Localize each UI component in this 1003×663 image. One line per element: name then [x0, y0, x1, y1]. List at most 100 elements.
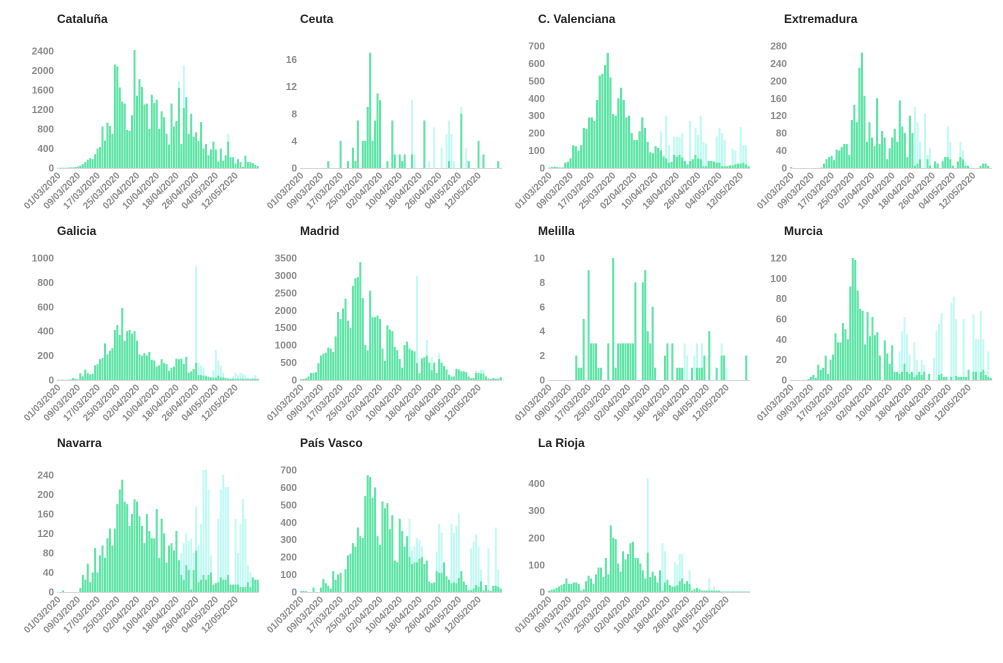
chart-panel: Murcia 0 20 40 60 80 100 120 01/03/2020 09/03/202… — [755, 212, 1003, 424]
bar-primary — [312, 373, 315, 380]
bar-primary — [411, 564, 414, 592]
bar-secondary — [413, 154, 416, 168]
bar-primary — [558, 586, 561, 592]
bar-primary — [89, 158, 92, 168]
bar-primary — [371, 140, 374, 168]
bar-primary — [317, 363, 320, 380]
bar-primary — [155, 99, 158, 168]
bar-primary — [111, 133, 114, 168]
bar-primary — [635, 140, 639, 168]
bar-primary — [108, 126, 111, 168]
bar-primary — [246, 582, 249, 592]
bar-primary — [611, 113, 615, 168]
bar-primary — [324, 352, 327, 380]
bar-primary — [564, 162, 567, 168]
chart-panel: Cataluña 0 400 800 1200 1600 2000 2400 01/03/202… — [22, 0, 277, 212]
bar-primary — [654, 575, 657, 592]
bar-primary — [730, 591, 733, 592]
bar-primary — [619, 87, 623, 168]
bar-primary — [561, 167, 564, 168]
bar-primary — [700, 367, 703, 380]
bar-primary — [646, 552, 649, 592]
bar-primary — [592, 583, 595, 592]
bar-primary — [195, 132, 198, 168]
bar-secondary — [977, 339, 980, 380]
bar-primary — [234, 163, 237, 168]
bar-primary — [140, 526, 143, 592]
bar-primary — [482, 373, 485, 380]
bar-primary — [694, 154, 697, 168]
bar-secondary — [445, 134, 448, 168]
bar-primary — [383, 360, 386, 380]
bar-secondary — [715, 136, 718, 168]
bar-primary — [601, 73, 604, 168]
bar-primary — [214, 583, 217, 592]
bar-primary — [443, 366, 446, 380]
bar-secondary — [689, 120, 692, 168]
y-tick-label: 16 — [286, 55, 298, 66]
bar-secondary — [200, 365, 203, 380]
bar-primary — [435, 373, 438, 380]
bar-primary — [607, 343, 610, 380]
bar-primary — [825, 159, 828, 168]
bar-primary — [964, 165, 967, 168]
bar-primary — [374, 317, 377, 380]
bar-primary — [300, 379, 303, 380]
y-tick-label: 2500 — [275, 288, 298, 299]
bar-primary — [398, 359, 401, 380]
bar-primary — [185, 97, 188, 168]
bar-primary — [580, 367, 583, 380]
bar-primary — [654, 367, 657, 380]
bar-primary — [707, 161, 710, 168]
bar-secondary — [185, 533, 188, 592]
bar-primary — [624, 559, 627, 592]
y-tick-label: 160 — [37, 509, 54, 520]
y-tick-label: 2 — [539, 351, 545, 362]
bar-primary — [101, 545, 104, 592]
bar-primary — [118, 87, 121, 168]
bar-primary — [742, 162, 745, 168]
bar-primary — [641, 117, 644, 168]
bar-primary — [319, 355, 322, 380]
bar-primary — [614, 367, 617, 380]
bar-primary — [595, 574, 597, 592]
bar-primary — [574, 146, 577, 168]
bar-primary — [310, 373, 313, 380]
bar-primary — [492, 585, 495, 592]
bar-primary — [327, 585, 330, 592]
bar-secondary — [494, 527, 497, 592]
bar-primary — [182, 579, 185, 592]
bar-primary — [71, 378, 74, 380]
bar-primary — [366, 475, 369, 592]
bar-primary — [108, 528, 111, 592]
bar-primary — [638, 131, 641, 168]
bar-primary — [401, 531, 404, 592]
bar-primary — [84, 579, 87, 592]
bar-primary — [987, 165, 990, 168]
bar-primary — [567, 583, 570, 592]
bar-chart: 0408012016020024001/03/202009/03/202017/… — [22, 470, 259, 636]
bar-primary — [69, 379, 72, 380]
bar-secondary — [219, 365, 222, 380]
bar-primary — [593, 120, 596, 168]
bar-secondary — [227, 487, 230, 592]
bar-primary — [175, 531, 178, 592]
bar-primary — [720, 166, 724, 168]
bar-primary — [138, 516, 141, 592]
bar-primary — [676, 585, 679, 592]
y-tick-label: 3000 — [275, 271, 298, 282]
bar-primary — [484, 585, 487, 592]
y-tick-label: 1600 — [32, 85, 55, 96]
bar-primary — [713, 590, 716, 592]
bar-primary — [585, 581, 588, 592]
bar-primary — [910, 371, 913, 380]
bar-primary — [835, 149, 838, 168]
bar-primary — [696, 367, 698, 380]
bar-primary — [172, 550, 175, 592]
bar-secondary — [249, 572, 252, 592]
bar-primary — [703, 355, 706, 380]
chart-title: Cataluña — [57, 12, 108, 26]
bar-primary — [555, 587, 558, 592]
bar-primary — [219, 148, 222, 168]
bar-primary — [869, 336, 871, 380]
